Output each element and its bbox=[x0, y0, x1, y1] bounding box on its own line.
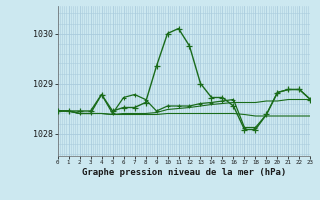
X-axis label: Graphe pression niveau de la mer (hPa): Graphe pression niveau de la mer (hPa) bbox=[82, 168, 286, 177]
